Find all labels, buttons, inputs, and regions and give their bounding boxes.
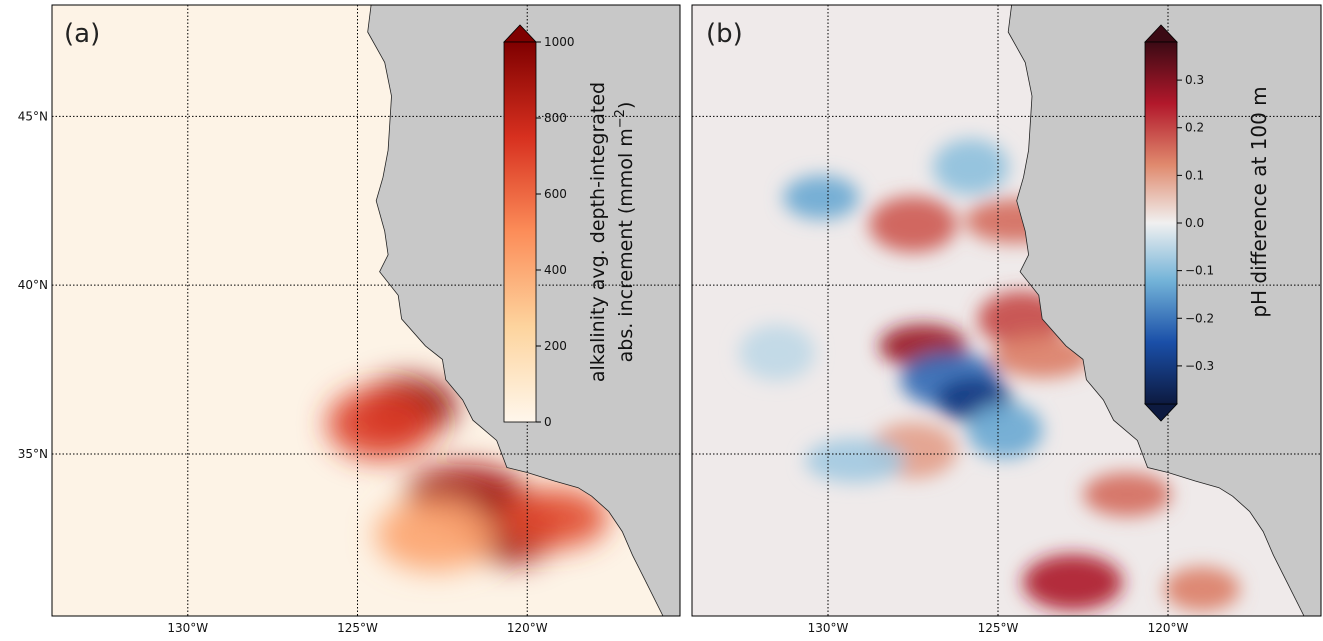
- lon-tick-label: 125°W: [337, 621, 378, 635]
- panel-b-label: (b): [706, 19, 743, 49]
- field-blob: [375, 498, 496, 571]
- lat-tick-label: 40°N: [18, 278, 48, 292]
- colorbar-tick-label: −0.3: [1185, 359, 1214, 373]
- colorbar-tick-label: 0: [544, 415, 552, 429]
- field-blob: [966, 402, 1043, 459]
- colorbar-tick-label: 0.2: [1185, 121, 1204, 135]
- field-blob: [932, 139, 1009, 196]
- panel-b-field: [739, 139, 1240, 611]
- field-blob: [1083, 472, 1172, 517]
- colorbar-b-label: pH difference at 100 m: [1247, 86, 1271, 317]
- lon-tick-label: 130°W: [167, 621, 208, 635]
- field-blob: [739, 324, 815, 381]
- colorbar-a-label-line1: alkalinity avg. depth-integrated: [587, 82, 609, 382]
- panel-b-frame: [691, 4, 1322, 617]
- colorbar-b-ticks: −0.3 −0.2 −0.1 0.0 0.1 0.2 0.3: [1177, 73, 1214, 373]
- panel-b-colorbar: −0.3 −0.2 −0.1 0.0 0.1 0.2 0.3 pH difference a…: [1144, 24, 1271, 422]
- panel-b-ticks: 130°W 125°W 120°W: [808, 621, 1189, 635]
- panel-b: (b) 130°W 125°W 120°W −0.3 −0.2 −0.1 0.0 0.1 0.…: [691, 4, 1322, 635]
- colorbar-tick-label: 800: [544, 111, 567, 125]
- lat-tick-label: 35°N: [18, 447, 48, 461]
- colorbar-a-ticks: 0 200 400 600 800 1000: [536, 35, 575, 429]
- colorbar-tick-label: 0.0: [1185, 216, 1204, 230]
- colorbar-a-label-line2: abs. increment (mmol m−2): [613, 102, 637, 363]
- lon-tick-label: 130°W: [808, 621, 849, 635]
- field-blob: [1164, 566, 1240, 611]
- colorbar-tick-label: 1000: [544, 35, 575, 49]
- field-blob: [1022, 554, 1123, 611]
- colorbar-b-bar: [1144, 41, 1178, 405]
- field-blob: [805, 438, 906, 483]
- colorbar-tick-label: −0.1: [1185, 264, 1214, 278]
- lon-tick-label: 120°W: [507, 621, 548, 635]
- lon-tick-label: 125°W: [978, 621, 1019, 635]
- panel-a-ticks: 130°W 125°W 120°W 45°N 40°N 35°N: [18, 109, 548, 635]
- colorbar-tick-label: 0.1: [1185, 168, 1204, 182]
- lon-tick-label: 120°W: [1148, 621, 1189, 635]
- colorbar-tick-label: 0.3: [1185, 73, 1204, 87]
- panel-a-frame: [51, 4, 681, 617]
- colorbar-tick-label: −0.2: [1185, 311, 1214, 325]
- field-blob: [869, 196, 957, 253]
- colorbar-tick-label: 400: [544, 263, 567, 277]
- colorbar-a-bar: [503, 41, 537, 423]
- panel-a: (a) 130°W 125°W 120°W 45°N 40°N 35°N 0 200 400 6…: [18, 4, 681, 635]
- colorbar-tick-label: 600: [544, 187, 567, 201]
- panel-a-label: (a): [64, 19, 100, 49]
- field-blob: [327, 387, 436, 460]
- panel-a-colorbar: 0 200 400 600 800 1000 alkalinity avg. depth-…: [503, 24, 637, 429]
- lat-tick-label: 45°N: [18, 109, 48, 123]
- colorbar-tick-label: 200: [544, 339, 567, 353]
- field-blob: [783, 175, 860, 220]
